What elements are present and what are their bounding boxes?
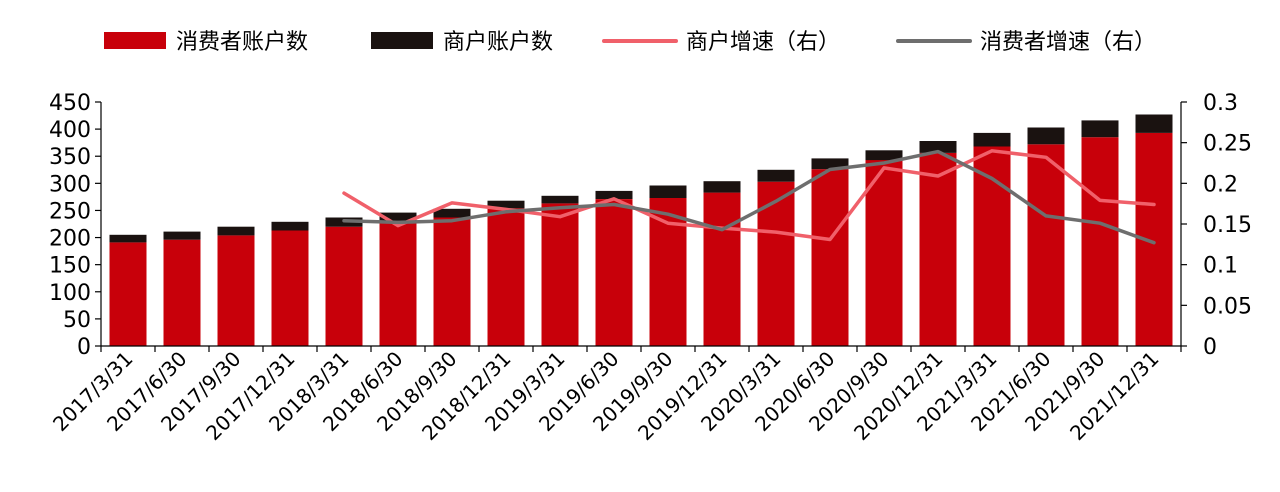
bar-consumer-1 xyxy=(163,239,201,346)
bar-merchant-12 xyxy=(757,169,795,182)
bar-consumer-7 xyxy=(487,208,525,346)
line-consumer-growth xyxy=(342,149,1156,245)
bar-consumer-15 xyxy=(919,153,957,346)
right-tick-label: 0.3 xyxy=(1203,91,1238,116)
left-tick-label: 450 xyxy=(49,91,91,116)
bar-merchant-1 xyxy=(163,231,201,240)
bar-merchant-10 xyxy=(649,185,687,198)
left-tick-label: 350 xyxy=(49,145,91,170)
bar-merchant-14 xyxy=(865,150,903,161)
bar-merchant-15 xyxy=(919,141,957,153)
bar-consumer-4 xyxy=(325,226,363,346)
bar-consumer-2 xyxy=(217,235,255,346)
bar-consumer-3 xyxy=(271,230,309,346)
right-tick-label: 0.15 xyxy=(1203,213,1252,238)
left-tick-label: 100 xyxy=(49,281,91,306)
bar-consumer-18 xyxy=(1081,137,1119,346)
bar-consumer-16 xyxy=(973,146,1011,346)
legend-swatch-0 xyxy=(104,32,166,49)
left-tick-label: 400 xyxy=(49,118,91,143)
bar-consumer-5 xyxy=(379,221,417,346)
bar-consumer-10 xyxy=(649,198,687,346)
bar-merchant-5 xyxy=(379,212,417,222)
bar-consumer-11 xyxy=(703,192,741,346)
bar-merchant-3 xyxy=(271,221,309,231)
bar-consumer-0 xyxy=(109,242,147,346)
left-tick-label: 50 xyxy=(63,308,91,333)
right-tick-label: 0.25 xyxy=(1203,132,1252,157)
bar-merchant-17 xyxy=(1027,127,1065,145)
left-tick-label: 300 xyxy=(49,172,91,197)
bar-merchant-2 xyxy=(217,226,255,236)
bar-merchant-18 xyxy=(1081,120,1119,138)
bar-merchant-9 xyxy=(595,190,633,199)
bar-merchant-13 xyxy=(811,158,849,170)
left-tick-label: 250 xyxy=(49,199,91,224)
bar-merchant-16 xyxy=(973,132,1011,147)
bar-merchant-6 xyxy=(433,208,471,218)
legend-label-3: 消费者增速（右） xyxy=(980,30,1156,55)
right-tick-label: 0.05 xyxy=(1203,294,1252,319)
legend-label-0: 消费者账户数 xyxy=(176,30,308,55)
bar-consumer-17 xyxy=(1027,144,1065,346)
bar-merchant-19 xyxy=(1135,114,1173,133)
right-tick-label: 0.1 xyxy=(1203,254,1238,279)
left-tick-label: 0 xyxy=(77,335,91,360)
bar-consumer-9 xyxy=(595,199,633,346)
left-tick-label: 200 xyxy=(49,227,91,252)
bar-consumer-13 xyxy=(811,169,849,346)
bar-consumer-8 xyxy=(541,203,579,346)
bar-merchant-7 xyxy=(487,200,525,209)
left-tick-label: 150 xyxy=(49,254,91,279)
lines xyxy=(342,149,1156,245)
legend-label-2: 商户增速（右） xyxy=(686,30,840,55)
right-tick-label: 0 xyxy=(1203,335,1217,360)
bar-consumer-14 xyxy=(865,160,903,346)
bar-merchant-0 xyxy=(109,234,147,243)
right-tick-label: 0.2 xyxy=(1203,172,1238,197)
legend-swatch-1 xyxy=(371,32,433,49)
bar-merchant-8 xyxy=(541,195,579,204)
bars xyxy=(109,114,1173,346)
bar-merchant-11 xyxy=(703,181,741,193)
legend: 消费者账户数 商户账户数 商户增速（右） 消费者增速（右） xyxy=(104,30,1156,55)
line-merchant-growth xyxy=(342,149,1156,242)
bar-consumer-6 xyxy=(433,217,471,346)
legend-label-1: 商户账户数 xyxy=(443,30,553,55)
